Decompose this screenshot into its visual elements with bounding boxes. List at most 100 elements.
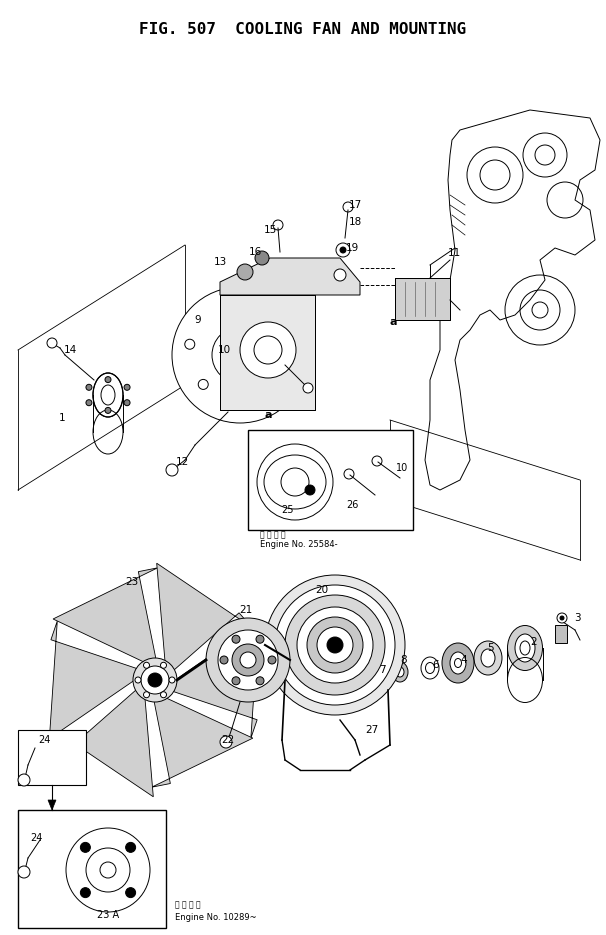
Circle shape <box>232 644 264 676</box>
Circle shape <box>125 887 136 898</box>
Circle shape <box>340 247 346 253</box>
Circle shape <box>166 464 178 476</box>
Polygon shape <box>170 622 259 739</box>
Circle shape <box>124 384 130 390</box>
Circle shape <box>557 613 567 623</box>
Circle shape <box>265 575 405 715</box>
Text: a: a <box>264 410 271 420</box>
Circle shape <box>206 618 290 702</box>
Text: 1: 1 <box>59 413 65 423</box>
Ellipse shape <box>442 643 474 683</box>
Text: 21: 21 <box>239 605 253 615</box>
Circle shape <box>135 677 141 683</box>
Circle shape <box>220 656 228 664</box>
Circle shape <box>144 662 150 669</box>
Text: FIG. 507  COOLING FAN AND MOUNTING: FIG. 507 COOLING FAN AND MOUNTING <box>139 22 467 37</box>
Bar <box>395 278 450 320</box>
Text: 25: 25 <box>282 505 295 515</box>
Text: 6: 6 <box>433 660 439 670</box>
Text: 13: 13 <box>213 257 227 267</box>
Circle shape <box>220 736 232 748</box>
Circle shape <box>303 383 313 393</box>
Text: 22: 22 <box>221 735 235 745</box>
Circle shape <box>161 662 167 669</box>
Circle shape <box>307 617 363 673</box>
Text: Engine No. 25584-: Engine No. 25584- <box>260 540 338 549</box>
Bar <box>555 625 567 643</box>
Polygon shape <box>152 697 253 787</box>
Ellipse shape <box>507 626 542 670</box>
Circle shape <box>18 866 30 878</box>
Text: 適 用 号 機: 適 用 号 機 <box>175 900 201 909</box>
Circle shape <box>268 656 276 664</box>
Circle shape <box>47 338 57 348</box>
Bar <box>220 295 315 410</box>
Text: 8: 8 <box>401 655 407 665</box>
Circle shape <box>148 673 162 687</box>
Circle shape <box>169 677 175 683</box>
Text: 23: 23 <box>125 577 139 587</box>
Ellipse shape <box>396 667 404 677</box>
Text: 16: 16 <box>248 247 262 257</box>
Text: 2: 2 <box>531 637 538 647</box>
Circle shape <box>81 842 90 853</box>
Text: 27: 27 <box>365 725 379 735</box>
Text: 24: 24 <box>30 833 42 843</box>
Circle shape <box>105 377 111 382</box>
Polygon shape <box>157 563 252 672</box>
Text: 17: 17 <box>348 200 362 210</box>
Polygon shape <box>58 687 153 797</box>
Circle shape <box>240 652 256 668</box>
Text: 26: 26 <box>346 500 358 510</box>
Circle shape <box>125 842 136 853</box>
Circle shape <box>141 666 169 694</box>
Circle shape <box>81 887 90 898</box>
Circle shape <box>240 322 296 378</box>
Circle shape <box>297 607 373 683</box>
Circle shape <box>237 264 253 280</box>
Bar <box>18 810 166 928</box>
Circle shape <box>161 692 167 698</box>
Text: 14: 14 <box>64 345 76 355</box>
Circle shape <box>334 269 346 281</box>
Ellipse shape <box>481 649 495 667</box>
Bar <box>18 730 86 785</box>
Circle shape <box>255 251 269 265</box>
Text: 5: 5 <box>487 643 493 653</box>
Text: 23 A: 23 A <box>97 910 119 920</box>
Circle shape <box>275 585 395 705</box>
Circle shape <box>256 677 264 684</box>
Ellipse shape <box>450 652 466 674</box>
Text: a: a <box>389 317 397 327</box>
Bar <box>220 295 315 410</box>
Circle shape <box>232 635 240 643</box>
Circle shape <box>218 630 278 690</box>
Circle shape <box>285 595 385 695</box>
Polygon shape <box>53 568 158 664</box>
Text: 12: 12 <box>175 457 188 467</box>
Ellipse shape <box>515 634 535 662</box>
Text: 7: 7 <box>379 665 385 675</box>
Ellipse shape <box>93 373 123 417</box>
Circle shape <box>144 692 150 698</box>
Circle shape <box>172 287 308 423</box>
Text: 適 用 号 機: 適 用 号 機 <box>260 530 285 539</box>
Circle shape <box>18 774 30 786</box>
Circle shape <box>86 384 92 390</box>
Polygon shape <box>425 110 600 490</box>
Circle shape <box>86 399 92 406</box>
Circle shape <box>305 485 315 495</box>
Text: 24: 24 <box>38 735 50 745</box>
Circle shape <box>133 658 177 702</box>
Circle shape <box>232 677 240 684</box>
Text: 18: 18 <box>348 217 362 227</box>
Text: 20: 20 <box>316 585 328 595</box>
Circle shape <box>124 399 130 406</box>
Bar <box>395 278 450 320</box>
Text: Engine No. 10289~: Engine No. 10289~ <box>175 913 256 922</box>
Ellipse shape <box>392 662 408 682</box>
Text: 10: 10 <box>218 345 230 355</box>
Bar <box>248 430 413 530</box>
Circle shape <box>327 637 343 653</box>
Text: 3: 3 <box>574 613 581 623</box>
